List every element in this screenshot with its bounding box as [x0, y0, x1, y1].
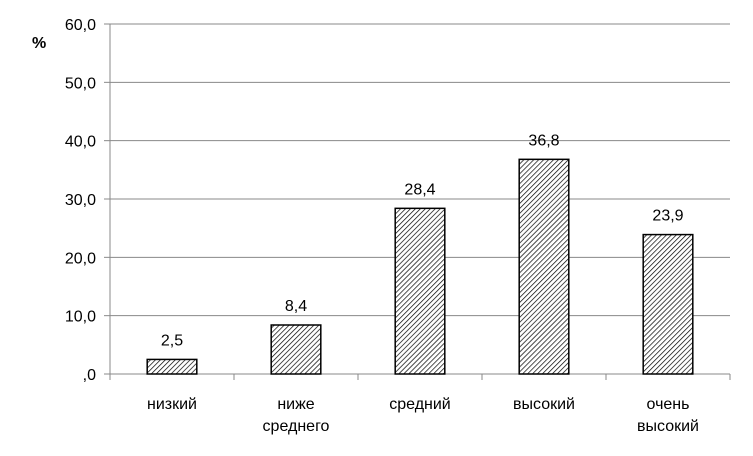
y-tick-label: 60,0	[65, 17, 96, 34]
bar	[518, 158, 570, 375]
x-category-label: низкий	[147, 396, 197, 413]
x-category-label: высокий	[513, 396, 575, 413]
y-tick-label: 40,0	[65, 134, 96, 151]
y-tick-label: 20,0	[65, 250, 96, 267]
x-category-label: высокий	[637, 418, 699, 435]
y-tick-label: 30,0	[65, 192, 96, 209]
bars	[146, 158, 694, 375]
data-label: 36,8	[528, 132, 559, 149]
data-label: 23,9	[652, 208, 683, 225]
bar	[146, 358, 198, 375]
x-category-label: среднего	[263, 418, 330, 435]
data-label: 2,5	[161, 332, 183, 349]
bar	[270, 324, 322, 375]
x-category-label: очень	[647, 396, 690, 413]
y-tick-label: 10,0	[65, 309, 96, 326]
y-tick-label: ,0	[83, 367, 96, 384]
data-label: 8,4	[285, 298, 307, 315]
y-axis-unit-label: %	[32, 35, 46, 52]
x-category-label: средний	[389, 396, 451, 413]
labels: ,0 10,0 20,0 30,0 40,0 50,0 60,0 2,5 низкий 8,4 ни…	[65, 17, 699, 435]
bar	[394, 207, 446, 375]
bar	[642, 233, 694, 375]
data-label: 28,4	[404, 181, 435, 198]
y-tick-label: 50,0	[65, 75, 96, 92]
x-category-label: ниже	[277, 396, 314, 413]
